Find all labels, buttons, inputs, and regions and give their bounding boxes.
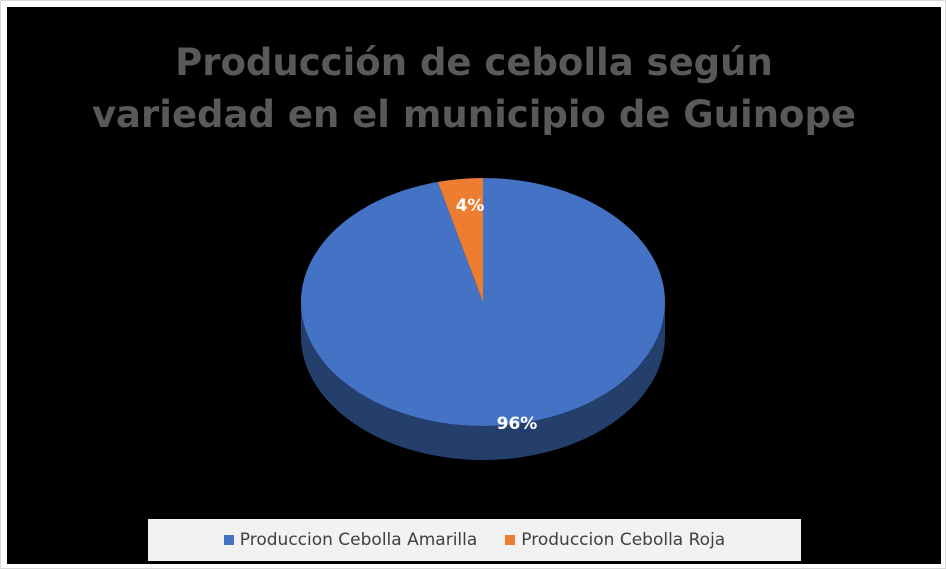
chart-area: Producción de cebolla según variedad en … [7, 7, 941, 564]
legend: Produccion Cebolla Amarilla Produccion C… [148, 519, 801, 561]
data-label-roja: 4% [456, 196, 485, 216]
legend-item-roja: Produccion Cebolla Roja [505, 530, 725, 550]
pie-side-0 [301, 302, 665, 460]
legend-item-amarilla: Produccion Cebolla Amarilla [223, 530, 478, 550]
legend-swatch-amarilla [223, 535, 234, 545]
legend-label-amarilla: Produccion Cebolla Amarilla [239, 530, 478, 550]
pie-chart: 96% 4% [300, 178, 665, 460]
pie-slice-roja [437, 178, 483, 302]
legend-label-roja: Produccion Cebolla Roja [521, 530, 726, 550]
chart-title: Producción de cebolla según variedad en … [7, 37, 941, 141]
legend-swatch-roja [505, 535, 516, 545]
chart-title-line-2: variedad en el municipio de Guinope [91, 93, 857, 136]
chart-title-line-1: Producción de cebolla según [175, 41, 773, 84]
data-label-amarilla: 96% [497, 414, 538, 434]
